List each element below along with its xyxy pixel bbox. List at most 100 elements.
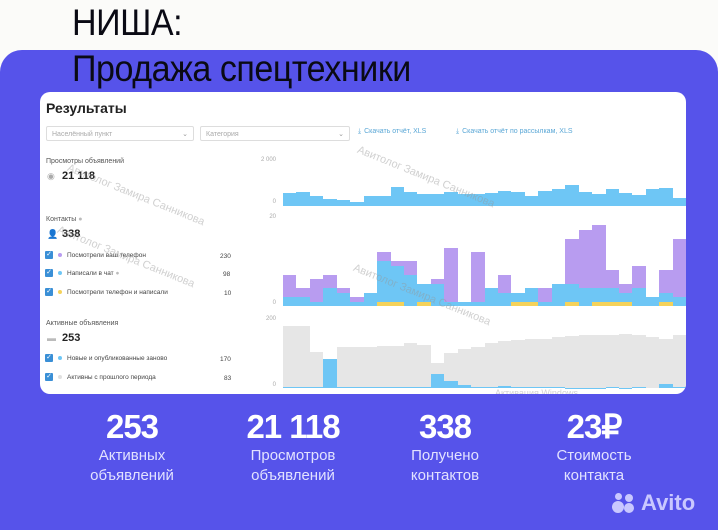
chart-bar (323, 198, 337, 206)
chart-bar (296, 288, 310, 306)
chart-bar (336, 200, 351, 206)
avito-dots-icon (612, 492, 638, 514)
person-icon: 👤 (47, 229, 59, 239)
chart-bar (444, 353, 458, 388)
checkbox-checked-icon[interactable]: ✓ (45, 269, 53, 278)
chart-bar (538, 339, 552, 388)
stat-contacts: 338 Получено контактов (410, 408, 480, 484)
contacts-row-phone[interactable]: ✓ Посмотрели ваш телефон (45, 251, 146, 260)
chart-bar (390, 261, 404, 306)
active-row-prev[interactable]: ✓ Активны с прошлого периода (45, 373, 156, 382)
chart-bar (565, 238, 579, 306)
chart-bar (672, 334, 686, 388)
contacts-row-chat[interactable]: ✓ Написали в чат ● (45, 269, 120, 278)
chevron-down-icon: ⌄ (338, 131, 344, 138)
chart-bar (538, 190, 552, 206)
chart-bar (498, 274, 512, 306)
active-chart (283, 320, 686, 388)
active-value: 253 (62, 332, 81, 344)
legend-dot (58, 290, 62, 295)
active-row-new[interactable]: ✓ Новые и опубликованные заново (45, 354, 168, 363)
views-chart (283, 162, 686, 206)
chart-bar (457, 194, 472, 206)
avito-logo: Avito (612, 490, 695, 516)
chart-bar (377, 345, 391, 388)
chart-bar (498, 340, 512, 388)
chart-bar (578, 335, 593, 388)
chart-bar (659, 338, 673, 388)
chart-bar (457, 348, 472, 388)
download-report-link[interactable]: ⤓ Скачать отчёт, XLS (358, 128, 427, 135)
info-icon: ● (115, 270, 120, 277)
chart-bar (471, 194, 485, 206)
results-card: Результаты Населённый пункт ⌄ Категория … (40, 92, 686, 394)
chart-bar (524, 196, 539, 206)
chart-bar (430, 362, 445, 388)
chart-bar (283, 192, 297, 206)
chart-bar (605, 189, 619, 206)
active-new-value: 170 (220, 356, 231, 363)
checkbox-checked-icon[interactable]: ✓ (45, 354, 53, 363)
chart-bar (296, 326, 310, 388)
chart-bar (632, 334, 646, 388)
chart-bar (618, 333, 633, 388)
chart-bar (645, 189, 660, 206)
chart-bar (618, 283, 633, 306)
chart-bar (417, 194, 431, 206)
chart-bar (672, 197, 686, 206)
contacts-axis-min: 0 (272, 300, 276, 306)
chart-bar (323, 358, 337, 388)
contacts-value: 338 (62, 228, 81, 240)
city-select[interactable]: Населённый пункт ⌄ (46, 126, 194, 141)
chart-bar (390, 345, 404, 388)
checkbox-checked-icon[interactable]: ✓ (45, 251, 53, 260)
category-select-placeholder: Категория (206, 131, 239, 138)
chart-bar (511, 292, 525, 306)
chart-bar (283, 274, 297, 306)
chart-bar (350, 347, 364, 388)
legend-dot (58, 375, 62, 380)
views-axis-max: 2 000 (260, 157, 276, 163)
chart-bar (484, 343, 498, 388)
chart-bar (403, 261, 418, 306)
download-mailing-report-link[interactable]: ⤓ Скачать отчёт по рассылкам, XLS (456, 128, 573, 135)
chart-bar (283, 326, 297, 388)
chart-bar (565, 185, 579, 206)
download-icon: ⤓ (456, 128, 460, 135)
chart-bar (578, 191, 593, 206)
views-axis-min: 0 (272, 199, 276, 205)
chart-bar (296, 191, 310, 206)
checkbox-checked-icon[interactable]: ✓ (45, 373, 53, 382)
chart-bar (632, 265, 646, 306)
download-icon: ⤓ (358, 128, 362, 135)
chart-bar (659, 187, 673, 206)
chart-bar (350, 201, 364, 206)
chart-bar (645, 337, 660, 388)
views-label: Просмотры объявлений (46, 158, 125, 165)
chart-bar (471, 252, 485, 306)
chart-bar (336, 347, 351, 388)
contacts-both-value: 10 (224, 290, 232, 297)
chart-bar (511, 192, 525, 206)
chart-bar (484, 193, 498, 206)
chart-bar (417, 283, 431, 306)
chart-bar (618, 192, 633, 206)
chart-bar (363, 292, 378, 306)
chart-bar (309, 351, 324, 388)
contacts-label: Контакты ● (46, 216, 83, 223)
chart-bar (403, 191, 418, 206)
chart-bar (592, 334, 606, 388)
chart-bar (551, 283, 566, 306)
chart-bar (390, 187, 404, 206)
checkbox-checked-icon[interactable]: ✓ (45, 288, 53, 297)
chart-bar (605, 334, 619, 388)
chart-bar (551, 189, 566, 206)
active-label: Активные объявления (46, 320, 119, 327)
niche-title: Продажа спецтехники (72, 48, 411, 89)
chart-bar (350, 297, 364, 306)
chart-bar (444, 191, 458, 206)
category-select[interactable]: Категория ⌄ (200, 126, 350, 141)
listing-icon: ▬ (47, 333, 56, 343)
contacts-row-both[interactable]: ✓ Посмотрели телефон и написали (45, 288, 168, 297)
city-select-placeholder: Населённый пункт (52, 131, 113, 138)
